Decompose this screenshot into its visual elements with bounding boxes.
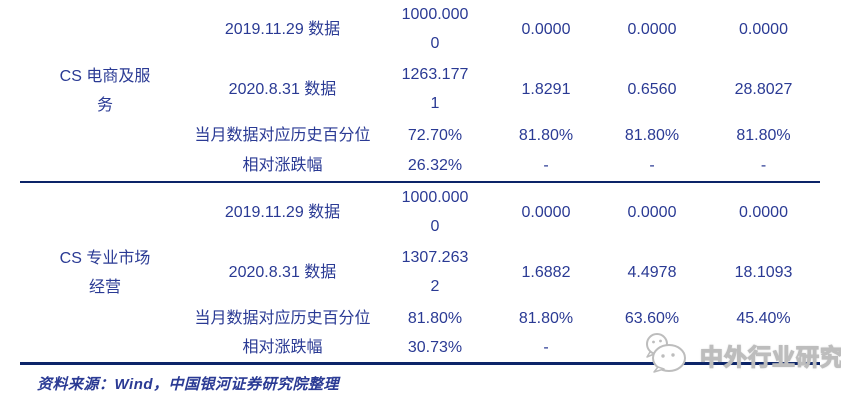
table-row: 2020.8.31 数据 1307.2632 1.6882 4.4978 18.… — [20, 241, 820, 303]
index-number-cell: 1000.0000 — [375, 181, 495, 241]
metric-cell: 相对涨跌幅 — [242, 339, 323, 356]
table-row: CS 电商及服务 2019.11.29 数据 1000.0000 0.0000 … — [20, 0, 820, 114]
value-cell: - — [649, 157, 655, 174]
table-row: 相对涨跌幅 30.73% - - - — [20, 333, 820, 364]
wechat-icon — [640, 331, 698, 378]
table-row: 当月数据对应历史百分位 72.70% 81.80% 81.80% 81.80% — [20, 120, 820, 150]
value-cell: 0.0000 — [521, 20, 571, 38]
table-row: 当月数据对应历史百分位 81.80% 81.80% 63.60% 45.40% — [20, 303, 820, 333]
group-cs-professional-market: CS 专业市场经营 2019.11.29 数据 1000.0000 0.0000… — [20, 181, 820, 364]
index-number-cell: 1000.0000 — [401, 6, 469, 52]
table-row: CS 专业市场经营 2019.11.29 数据 1000.0000 0.0000… — [20, 181, 820, 364]
watermark-text: 中外行业研究 — [699, 343, 841, 370]
metric-cell: 相对涨跌幅 — [242, 157, 323, 174]
value-cell: 28.8027 — [734, 80, 793, 98]
value-cell: 45.40% — [736, 309, 791, 327]
watermark: 中外行业研究 — [640, 331, 841, 378]
metric-cell: 当月数据对应历史百分位 — [194, 126, 371, 144]
metric-cell: 2020.8.31 数据 — [228, 80, 337, 98]
value-cell: 18.1093 — [734, 263, 793, 281]
value-cell: 0.0000 — [495, 181, 597, 241]
value-cell: 0.0000 — [597, 181, 707, 241]
value-cell: - — [543, 157, 549, 174]
value-cell: 63.60% — [624, 309, 680, 327]
index-number-cell: 26.32% — [407, 157, 463, 174]
value-cell: 81.80% — [624, 126, 680, 144]
value-cell: 1.6882 — [521, 263, 571, 281]
table-row: 2020.8.31 数据 1263.1771 1.8291 0.6560 28.… — [20, 58, 820, 120]
value-cell: 81.80% — [736, 126, 791, 144]
category-label: CS 电商及服务 — [59, 67, 151, 114]
value-cell: 0.0000 — [739, 20, 788, 38]
value-cell: - — [760, 339, 767, 356]
table-row: 相对涨跌幅 26.32% - - - — [20, 150, 820, 182]
value-cell: 4.4978 — [627, 263, 677, 281]
metric-cell: 2019.11.29 数据 — [190, 181, 375, 241]
value-cell: 81.80% — [518, 126, 574, 144]
index-number-cell: 72.70% — [407, 126, 463, 144]
value-cell: - — [543, 339, 549, 356]
index-number-cell: 30.73% — [407, 339, 463, 356]
index-number-cell: 1263.1771 — [401, 66, 469, 112]
category-cell: CS 电商及服务 — [20, 0, 190, 182]
index-number-cell: 81.80% — [407, 309, 463, 327]
value-cell: 1.8291 — [521, 80, 571, 98]
metric-cell: 2020.8.31 数据 — [228, 263, 337, 281]
category-cell: CS 专业市场经营 — [20, 181, 190, 364]
metric-cell: 2019.11.29 数据 — [224, 20, 341, 38]
source-note: 资料来源：Wind，中国银河证券研究院整理 — [37, 376, 340, 393]
value-cell: 81.80% — [518, 309, 574, 327]
value-cell: - — [760, 157, 767, 174]
category-label: CS 专业市场经营 — [59, 249, 151, 296]
percentile-data-table: CS 电商及服务 2019.11.29 数据 1000.0000 0.0000 … — [20, 0, 820, 365]
index-number-cell: 1307.2632 — [401, 249, 469, 295]
value-cell: 0.6560 — [627, 80, 677, 98]
group-cs-ecommerce: CS 电商及服务 2019.11.29 数据 1000.0000 0.0000 … — [20, 0, 820, 182]
metric-cell: 当月数据对应历史百分位 — [194, 309, 371, 327]
value-cell: 0.0000 — [627, 20, 677, 38]
value-cell: 0.0000 — [707, 181, 820, 241]
